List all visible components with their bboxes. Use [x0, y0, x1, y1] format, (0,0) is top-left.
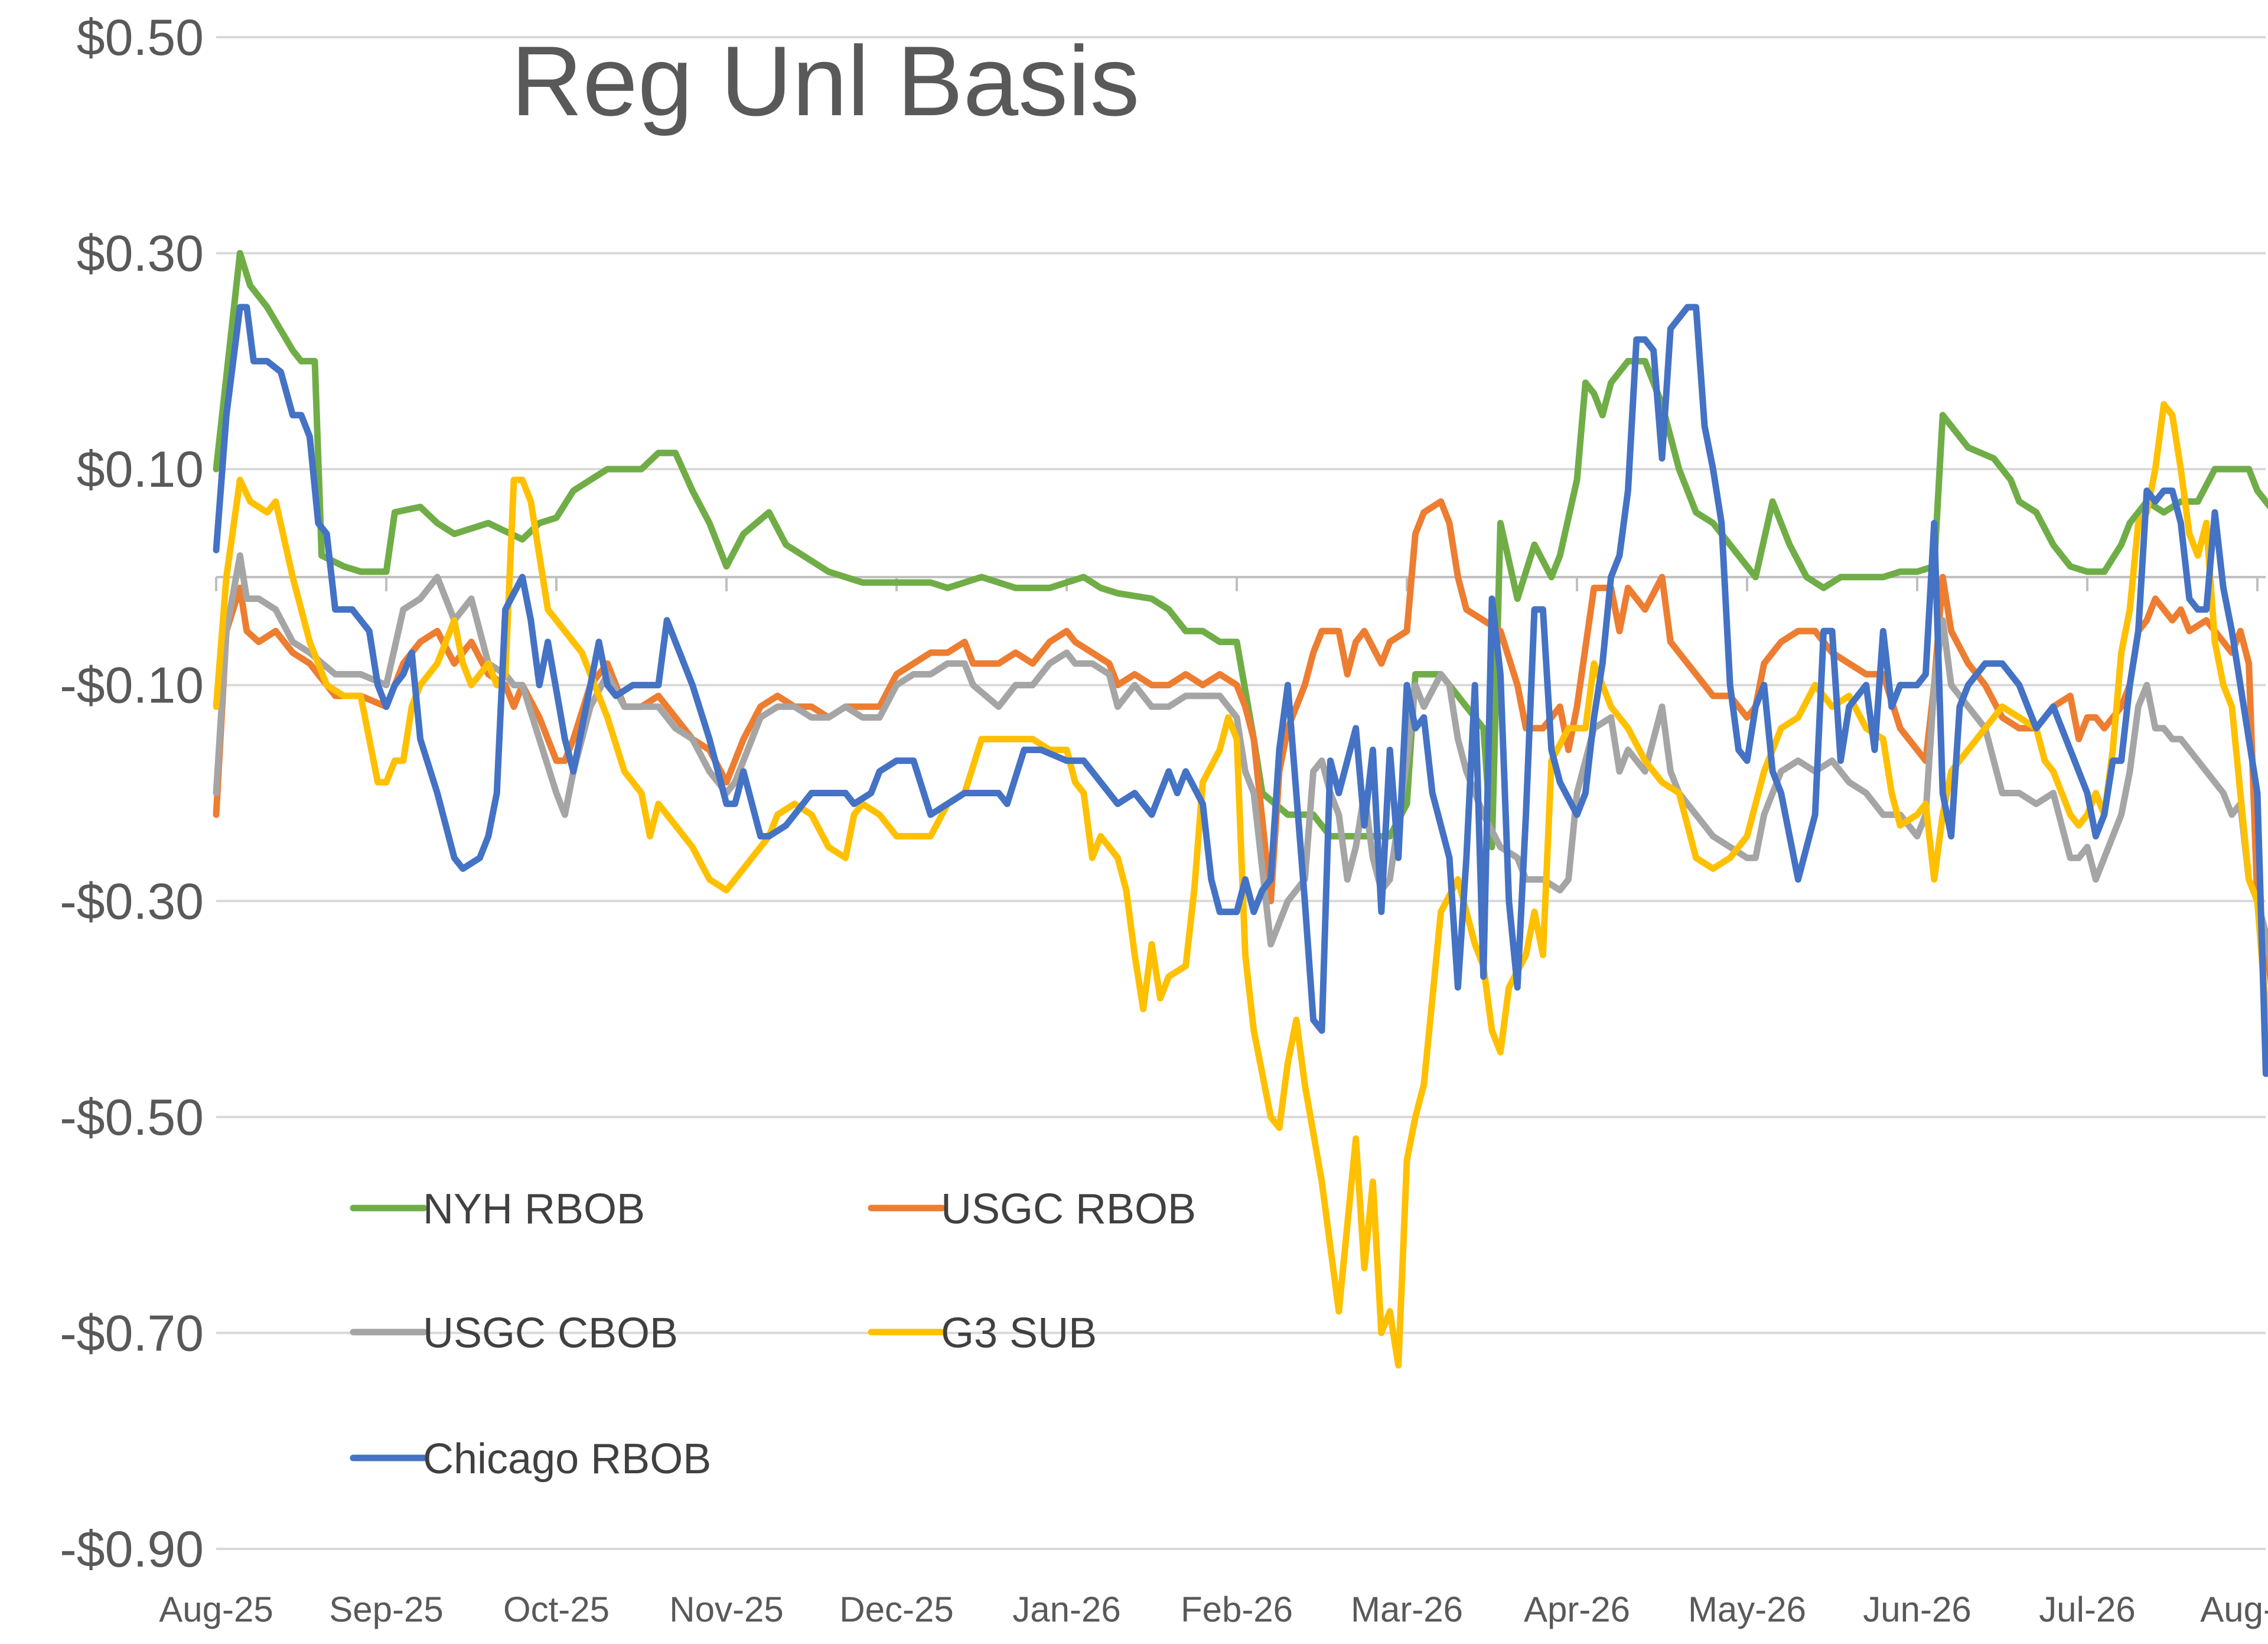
x-tick-label: Jan-26 — [1012, 1590, 1120, 1629]
x-tick-label: Jul-26 — [2039, 1590, 2135, 1629]
legend-item: NYH RBOB — [350, 1186, 645, 1233]
x-tick-label: Dec-25 — [839, 1590, 953, 1629]
legend-label: USGC CBOB — [423, 1310, 678, 1357]
y-tick-label: -$0.30 — [60, 873, 204, 930]
legend-label: NYH RBOB — [423, 1186, 645, 1233]
y-tick-label: -$0.70 — [60, 1305, 204, 1362]
y-tick-label: -$0.50 — [60, 1089, 204, 1146]
legend-label: G3 SUB — [941, 1310, 1097, 1357]
series-line-nyh-rbob — [213, 250, 2268, 851]
x-tick-label: Sep-25 — [329, 1590, 443, 1629]
x-tick-label: Mar-26 — [1351, 1590, 1463, 1629]
x-tick-label: May-26 — [1688, 1590, 1806, 1629]
series-line-g3-sub — [213, 401, 2268, 1369]
x-tick-label: Oct-25 — [503, 1590, 610, 1629]
x-tick-label: Feb-26 — [1181, 1590, 1293, 1629]
y-tick-label: $0.30 — [77, 226, 204, 282]
y-tick-label: $0.10 — [77, 441, 204, 498]
x-tick-label: Apr-26 — [1524, 1590, 1630, 1629]
legend-item: Chicago RBOB — [350, 1435, 711, 1483]
x-tick-label: Aug-26 — [2200, 1590, 2268, 1629]
legend-label: Chicago RBOB — [423, 1435, 711, 1483]
legend-item: G3 SUB — [868, 1310, 1097, 1357]
y-tick-label: -$0.10 — [60, 657, 204, 714]
legend-item: USGC CBOB — [350, 1310, 678, 1357]
series-line-chicago-rbob — [213, 304, 2268, 1077]
series-line-usgc-cbob — [213, 552, 2268, 968]
x-tick-label: Aug-25 — [159, 1590, 273, 1629]
x-tick-label: Jun-26 — [1863, 1590, 1971, 1629]
chart-title: Reg Unl Basis — [511, 25, 1139, 136]
series-lines — [213, 250, 2268, 1369]
legend: NYH RBOB USGC RBOB USGC CBOB G3 SUB Chicago … — [350, 1186, 1196, 1483]
axes: $0.50 $0.30 $0.10 -$0.10 -$0.30 -$0.50 -$0.70 -… — [60, 9, 2268, 1629]
legend-label: USGC RBOB — [941, 1186, 1196, 1233]
y-tick-label: $0.50 — [77, 9, 204, 66]
legend-item: USGC RBOB — [868, 1186, 1196, 1233]
x-tick-label: Nov-25 — [669, 1590, 783, 1629]
y-tick-label: -$0.90 — [60, 1521, 204, 1578]
